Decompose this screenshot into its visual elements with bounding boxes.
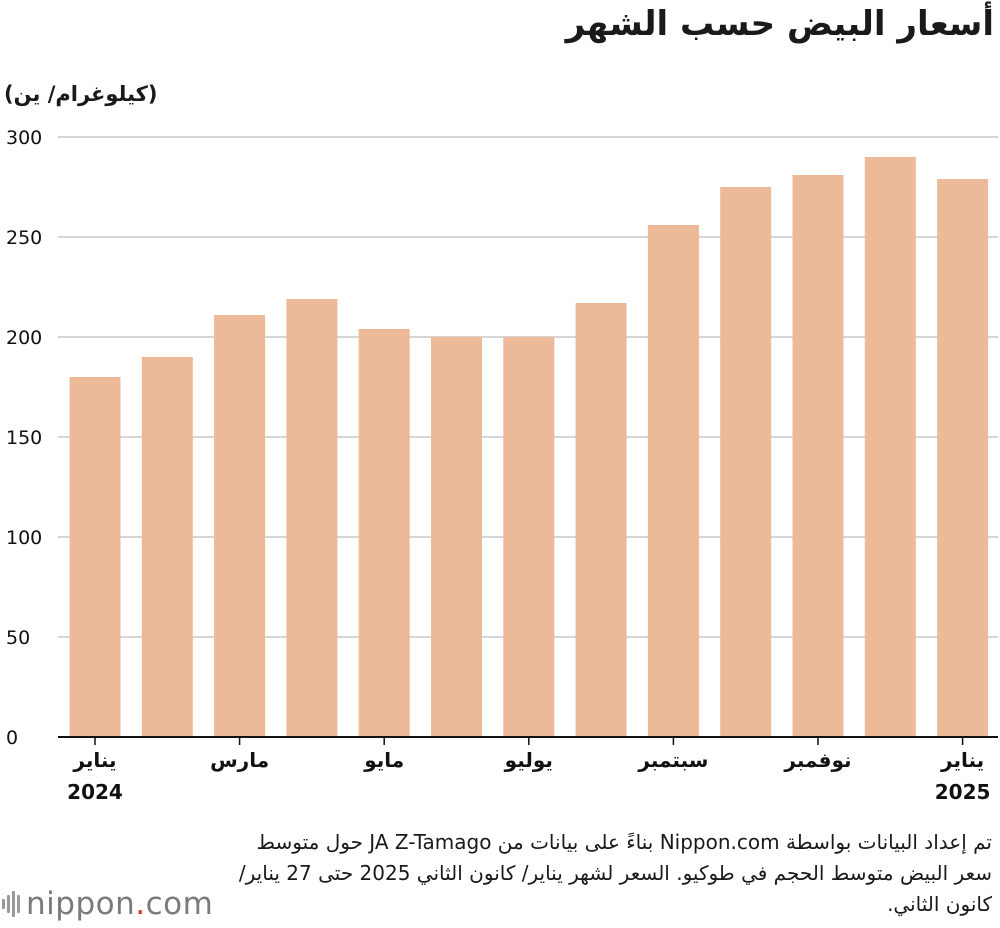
bar-2025-01 — [937, 179, 989, 737]
y-tick-label: 200 — [6, 327, 42, 349]
logo-name: nippon — [26, 886, 136, 922]
x-tick-label: 2025 — [935, 780, 991, 804]
y-axis-unit-label: (كيلوغرام/ ين) — [4, 82, 158, 106]
bar-2024-06 — [431, 337, 482, 737]
bar-chart: 0 50 100 150 200 250 300 يناير 2024 مارس مايو يوليو… — [6, 127, 998, 804]
logo-bars-icon — [2, 889, 20, 919]
bar-2024-03 — [214, 315, 266, 737]
bar-2024-09 — [647, 225, 699, 737]
x-tick-label: يناير — [72, 748, 116, 772]
source-note: تم إعداد البيانات بواسطة Nippon.com بناء… — [238, 830, 992, 916]
y-tick-label: 150 — [6, 427, 42, 449]
x-tick-label: 2024 — [67, 780, 123, 804]
x-tick-label: نوفمبر — [783, 748, 851, 772]
x-tick-label: يوليو — [504, 748, 553, 772]
bar-2024-10 — [720, 187, 772, 737]
y-tick-label: 0 — [6, 727, 18, 749]
logo-dot: . — [135, 886, 146, 922]
x-tick-label: مارس — [210, 748, 269, 772]
x-tick-label: مايو — [363, 748, 404, 772]
chart-title: أسعار البيض حسب الشهر — [565, 4, 994, 44]
bar-2024-12 — [864, 157, 916, 737]
y-tick-label: 100 — [6, 527, 42, 549]
logo-text: nippon.com — [26, 886, 213, 922]
bar-2024-04 — [286, 299, 338, 737]
x-tick-label: سبتمبر — [637, 748, 708, 772]
bar-2024-05 — [358, 329, 410, 737]
logo-suffix: com — [145, 886, 214, 922]
bar-2024-11 — [792, 175, 844, 737]
y-tick-label: 300 — [6, 127, 42, 149]
bar-2024-01 — [69, 377, 121, 737]
bar-2024-07 — [503, 337, 555, 737]
bar-2024-02 — [141, 357, 193, 737]
bar-2024-08 — [575, 303, 627, 737]
y-tick-label: 50 — [6, 627, 30, 649]
y-tick-label: 250 — [6, 227, 42, 249]
nippon-logo[interactable]: nippon.com — [2, 880, 213, 928]
x-tick-label: يناير — [940, 748, 984, 772]
